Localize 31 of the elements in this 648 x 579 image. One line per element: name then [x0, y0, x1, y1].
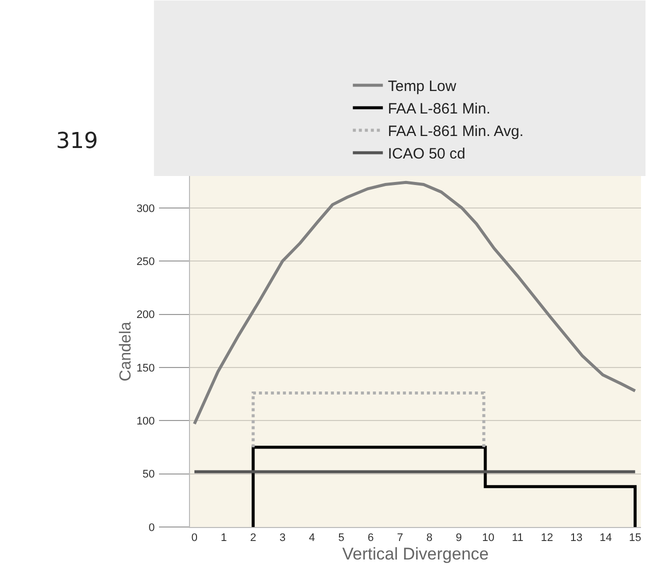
- legend-label: ICAO 50 cd: [388, 146, 466, 163]
- x-tick-label: 11: [512, 532, 524, 544]
- line-series: [192, 180, 637, 426]
- x-tick-label: 0: [191, 532, 198, 544]
- x-tick-label: 15: [628, 532, 642, 544]
- x-tick-label: 2: [250, 532, 256, 544]
- x-tick-label: 6: [368, 532, 374, 544]
- x-tick-label: 7: [397, 532, 404, 544]
- x-tick-label: 9: [456, 532, 462, 544]
- x-tick-label: 12: [540, 532, 554, 544]
- legend-label: Temp Low: [388, 78, 456, 96]
- legend-label: FAA L-861 Min. Avg.: [388, 123, 524, 140]
- y-tick-label: 50: [142, 468, 155, 481]
- x-axis-title: Vertical Divergence: [342, 544, 489, 564]
- x-tick-label: 4: [308, 532, 315, 544]
- x-tick-label: 3: [279, 532, 286, 544]
- y-axis-title: Candela: [117, 322, 134, 382]
- y-tick-label: 150: [136, 362, 155, 374]
- x-tick-label: 13: [570, 532, 582, 544]
- x-tick-label: 8: [426, 532, 433, 544]
- y-tick-label: 0: [148, 522, 155, 534]
- legend-label: FAA L-861 Min.: [388, 100, 490, 118]
- y-tick-label: 250: [136, 256, 155, 268]
- y-tick-label: 300: [136, 202, 155, 215]
- x-tick-label: 5: [338, 532, 344, 544]
- x-tick-label: 1: [220, 532, 227, 544]
- text: 319: [56, 129, 98, 154]
- y-tick-label: 200: [136, 309, 155, 322]
- y-tick-label: 100: [136, 415, 155, 428]
- x-tick-label: 10: [482, 532, 494, 544]
- x-tick-label: 14: [600, 532, 612, 544]
